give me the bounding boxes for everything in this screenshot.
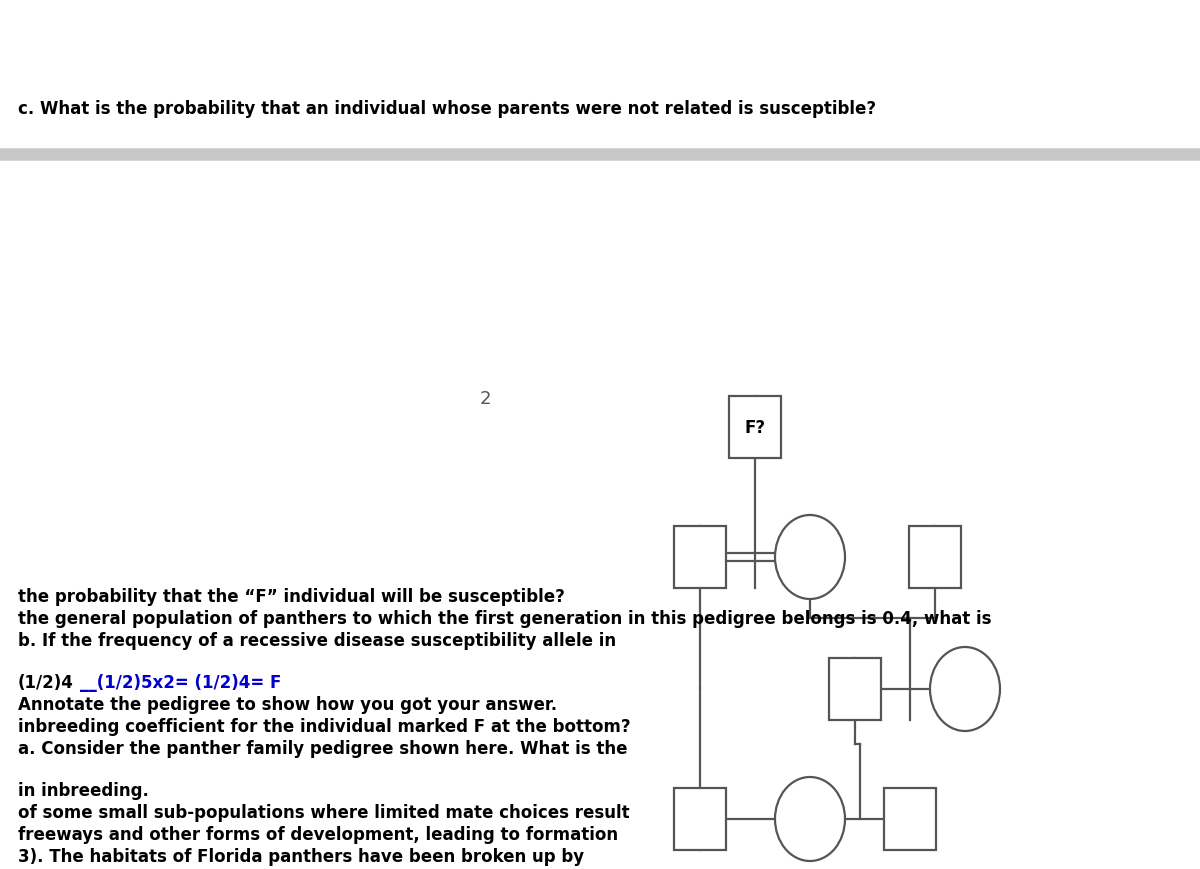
Text: inbreeding coefficient for the individual marked F at the bottom?: inbreeding coefficient for the individua… bbox=[18, 717, 631, 735]
Text: the probability that the “F” individual will be susceptible?: the probability that the “F” individual … bbox=[18, 587, 565, 606]
Bar bbox=[884, 788, 936, 850]
Text: freeways and other forms of development, leading to formation: freeways and other forms of development,… bbox=[18, 825, 618, 843]
Text: 3). The habitats of Florida panthers have been broken up by: 3). The habitats of Florida panthers hav… bbox=[18, 847, 584, 865]
Text: in inbreeding.: in inbreeding. bbox=[18, 781, 149, 799]
Text: F?: F? bbox=[744, 419, 766, 436]
Text: Annotate the pedigree to show how you got your answer.: Annotate the pedigree to show how you go… bbox=[18, 695, 557, 713]
Bar bbox=[829, 658, 881, 720]
Text: of some small sub-populations where limited mate choices result: of some small sub-populations where limi… bbox=[18, 803, 630, 821]
Bar bbox=[730, 396, 781, 459]
Bar bbox=[674, 788, 726, 850]
Bar bbox=[674, 527, 726, 588]
Ellipse shape bbox=[775, 515, 845, 600]
Text: a. Consider the panther family pedigree shown here. What is the: a. Consider the panther family pedigree … bbox=[18, 740, 628, 757]
Text: 2: 2 bbox=[480, 389, 492, 408]
Text: c. What is the probability that an individual whose parents were not related is : c. What is the probability that an indiv… bbox=[18, 100, 876, 118]
Text: b. If the frequency of a recessive disease susceptibility allele in: b. If the frequency of a recessive disea… bbox=[18, 631, 616, 649]
Text: the general population of panthers to which the first generation in this pedigre: the general population of panthers to wh… bbox=[18, 609, 991, 627]
Text: __(1/2)5x2= (1/2)4= F: __(1/2)5x2= (1/2)4= F bbox=[80, 673, 281, 691]
Ellipse shape bbox=[775, 777, 845, 861]
Text: (1/2)4: (1/2)4 bbox=[18, 673, 74, 691]
Ellipse shape bbox=[930, 647, 1000, 731]
Bar bbox=[910, 527, 961, 588]
